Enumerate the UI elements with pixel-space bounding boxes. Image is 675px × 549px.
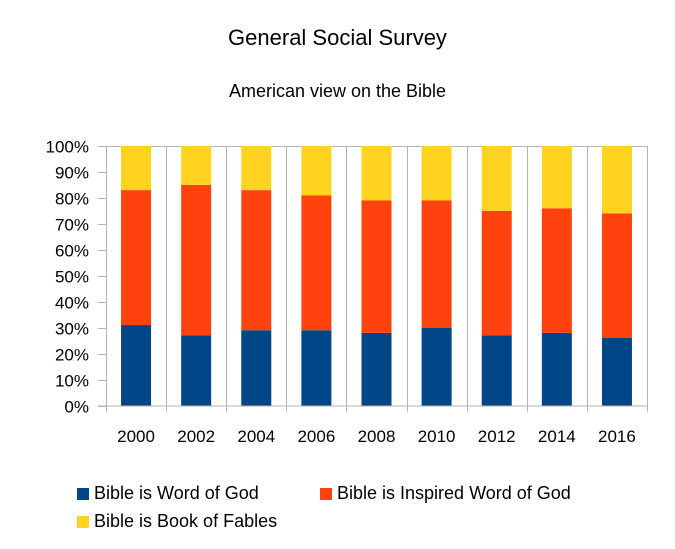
y-tick-label: 70% bbox=[55, 216, 89, 235]
bar-2016-series-2 bbox=[601, 146, 632, 214]
bar-2016-series-0 bbox=[601, 338, 632, 406]
x-tick-labels: 2000 2002 2004 2006 2008 2010 2012 2014 2016 bbox=[117, 427, 636, 446]
legend-swatch bbox=[77, 487, 89, 500]
x-tick-label: 2006 bbox=[297, 427, 335, 446]
x-tick-label: 2010 bbox=[418, 427, 456, 446]
bar-2006-series-0 bbox=[301, 330, 332, 406]
x-tick-label: 2000 bbox=[117, 427, 155, 446]
y-tick-label: 10% bbox=[55, 372, 89, 391]
bar-2016-series-1 bbox=[601, 213, 632, 339]
bar-2008-series-1 bbox=[361, 200, 392, 333]
axes bbox=[98, 146, 648, 407]
x-tick-label: 2002 bbox=[177, 427, 215, 446]
y-tick-labels: 0% 10% 20% 30% 40% 50% 60% 70% 80% 90% 100% bbox=[46, 138, 89, 417]
x-tick-label: 2004 bbox=[237, 427, 275, 446]
bar-2014-series-0 bbox=[541, 332, 572, 406]
y-tick-label: 0% bbox=[64, 398, 89, 417]
legend-swatch bbox=[77, 515, 89, 528]
legend-label: Bible is Book of Fables bbox=[94, 511, 278, 531]
y-tick-label: 30% bbox=[55, 320, 89, 339]
bars bbox=[121, 146, 632, 406]
bar-2014-series-2 bbox=[541, 146, 572, 209]
bar-2000-series-1 bbox=[121, 190, 152, 326]
bar-2010-series-0 bbox=[421, 327, 452, 406]
chart-subtitle: American view on the Bible bbox=[228, 81, 447, 101]
legend-item-word-of-god: Bible is Word of God bbox=[77, 483, 259, 504]
bar-2012-series-1 bbox=[481, 210, 512, 336]
bar-2004-series-0 bbox=[241, 330, 272, 406]
bar-2006-series-1 bbox=[301, 195, 332, 331]
bar-2002-series-1 bbox=[181, 184, 212, 336]
bar-2004-series-1 bbox=[241, 190, 272, 331]
bar-2000-series-0 bbox=[121, 325, 152, 406]
y-tick-label: 40% bbox=[55, 294, 89, 313]
bar-2000-series-2 bbox=[121, 146, 152, 191]
x-tick-label: 2016 bbox=[598, 427, 636, 446]
y-tick-label: 20% bbox=[55, 346, 89, 365]
y-tick-label: 60% bbox=[55, 242, 89, 261]
x-tick-label: 2014 bbox=[538, 427, 576, 446]
bar-2010-series-2 bbox=[421, 146, 452, 201]
legend-swatch bbox=[320, 487, 332, 500]
y-tick-label: 80% bbox=[55, 190, 89, 209]
bar-2002-series-0 bbox=[181, 335, 212, 406]
x-tick-label: 2008 bbox=[358, 427, 396, 446]
bar-2008-series-0 bbox=[361, 332, 392, 406]
bar-2002-series-2 bbox=[181, 146, 212, 185]
bar-2006-series-2 bbox=[301, 146, 332, 196]
y-tick-label: 90% bbox=[55, 164, 89, 183]
bar-2012-series-2 bbox=[481, 146, 512, 211]
y-tick-label: 50% bbox=[55, 268, 89, 287]
bar-2008-series-2 bbox=[361, 146, 392, 201]
legend-item-book-of-fables: Bible is Book of Fables bbox=[77, 511, 277, 532]
bar-2014-series-1 bbox=[541, 208, 572, 333]
y-tick-label: 100% bbox=[46, 138, 89, 157]
bar-2010-series-1 bbox=[421, 200, 452, 328]
legend-label: Bible is Word of God bbox=[94, 483, 259, 503]
bar-2012-series-0 bbox=[481, 335, 512, 406]
legend-item-inspired-word-of-god: Bible is Inspired Word of God bbox=[320, 483, 571, 504]
bar-2004-series-2 bbox=[241, 146, 272, 191]
chart-title: General Social Survey bbox=[228, 25, 447, 50]
legend-label: Bible is Inspired Word of God bbox=[337, 483, 571, 503]
x-tick-label: 2012 bbox=[478, 427, 516, 446]
